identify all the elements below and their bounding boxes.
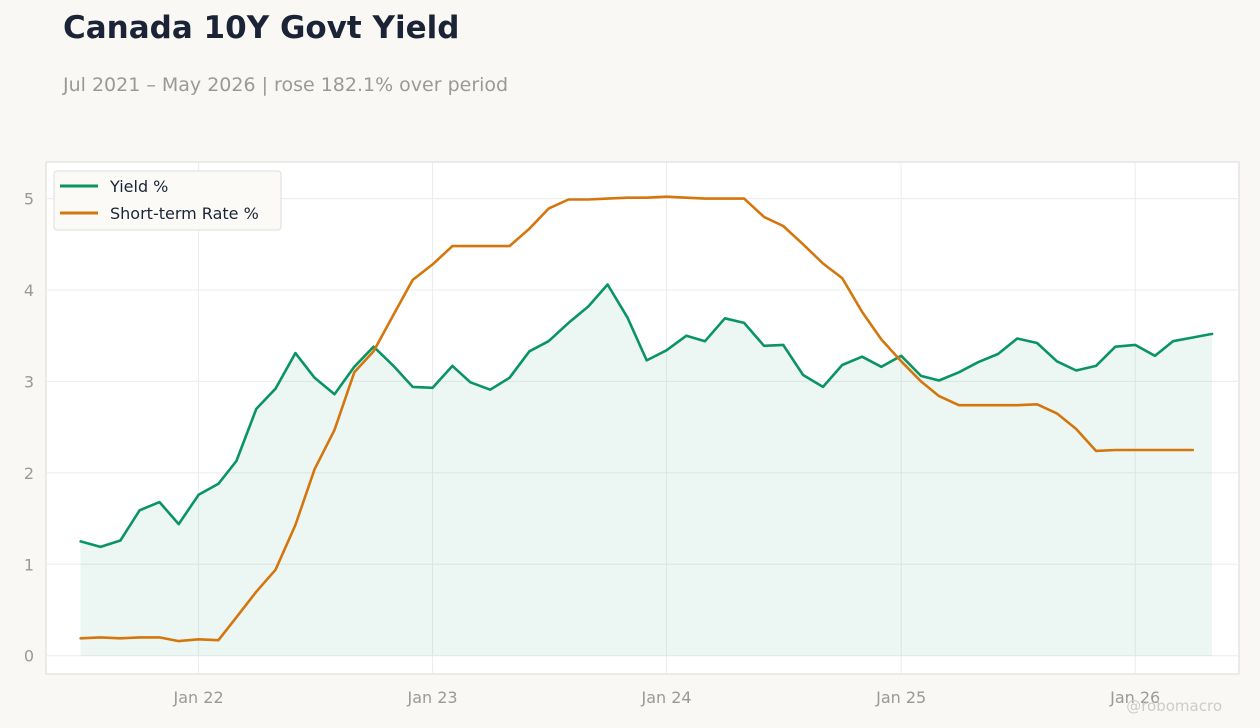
chart-subtitle: Jul 2021 – May 2026 | rose 182.1% over p…	[63, 74, 509, 96]
chart-title: Canada 10Y Govt Yield	[63, 10, 460, 46]
watermark: @robomacro	[1126, 697, 1222, 715]
legend-box	[53, 170, 282, 231]
x-tick-label: Jan 23	[407, 688, 458, 707]
x-tick-label: Jan 22	[173, 688, 224, 707]
series-line-yield	[79, 283, 1214, 549]
x-tick-label: Jan 24	[640, 688, 691, 707]
x-tick-label: Jan 25	[875, 688, 926, 707]
y-tick-label: 0	[24, 647, 34, 666]
y-tick-label: 3	[24, 372, 34, 391]
plot-area	[45, 161, 1240, 675]
grid	[46, 162, 1239, 674]
series-area-yield	[80, 284, 1213, 656]
series-group	[79, 195, 1214, 656]
x-tick-label: Jan 26	[1109, 688, 1160, 707]
legend: Yield % Short-term Rate %	[53, 170, 282, 231]
series-line-short-term-rate	[79, 195, 1195, 643]
legend-label-short-term-rate: Short-term Rate %	[110, 204, 259, 223]
legend-label-yield: Yield %	[109, 177, 168, 196]
y-tick-label: 4	[24, 281, 34, 300]
y-tick-label: 1	[24, 555, 34, 574]
y-tick-label: 5	[24, 190, 34, 209]
tick-labels: 0 1 2 3 4 5 Jan 22 Jan 23 Jan 24 Jan 25 Jan 26	[24, 190, 1160, 707]
y-tick-label: 2	[24, 464, 34, 483]
